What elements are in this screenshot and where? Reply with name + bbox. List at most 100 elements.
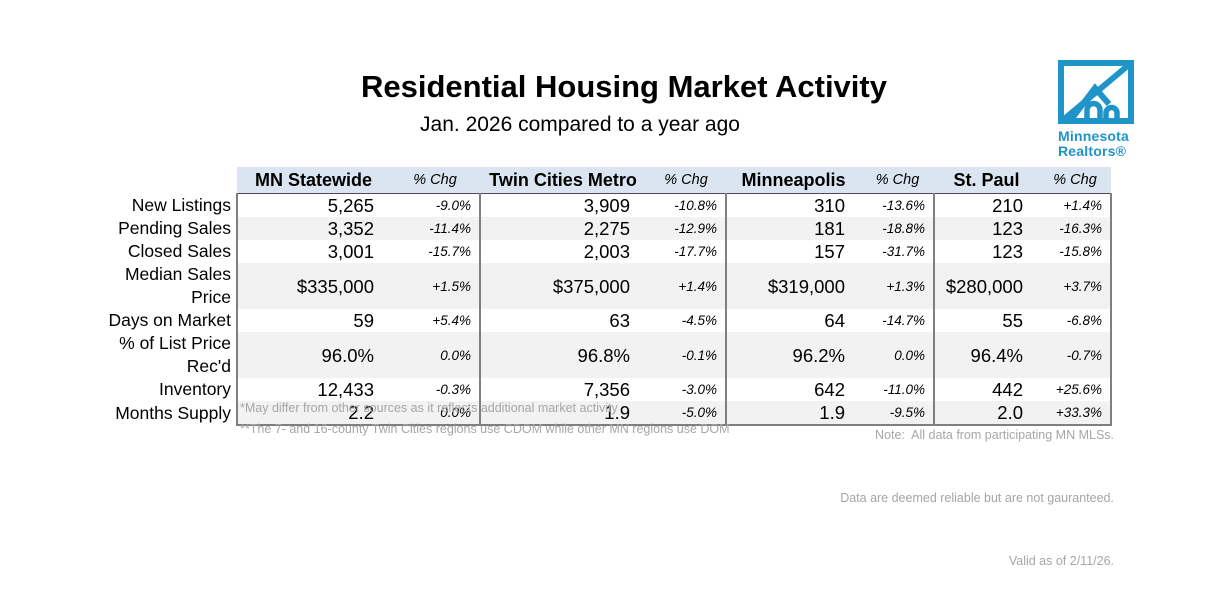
- cell-value: 5,265: [237, 193, 390, 217]
- pct-chg-header: % Chg: [1039, 167, 1111, 194]
- cell-pct-chg: -11.4%: [390, 217, 480, 240]
- row-label: Median Sales Price: [98, 263, 238, 309]
- note-line2: Data are deemed reliable but are not gau…: [840, 491, 1114, 505]
- header-row: MN Statewide % Chg Twin Cities Metro % C…: [98, 167, 1111, 194]
- cell-pct-chg: -13.6%: [861, 193, 934, 217]
- cell-pct-chg: +5.4%: [390, 309, 480, 332]
- cell-pct-chg: -15.7%: [390, 240, 480, 263]
- cell-pct-chg: +25.6%: [1039, 378, 1112, 401]
- cell-pct-chg: -14.7%: [861, 309, 934, 332]
- cell-value: 12,433: [237, 378, 390, 401]
- cell-pct-chg: -9.5%: [861, 401, 934, 426]
- house-logo-icon: [1058, 60, 1168, 124]
- cell-value: 96.8%: [479, 332, 646, 378]
- note-line3: Valid as of 2/11/26.: [1008, 554, 1114, 568]
- footnotes: *May differ from other sources as it ref…: [240, 398, 730, 440]
- cell-value: 3,001: [237, 240, 390, 263]
- note-line1: Note: All data from participating MN MLS…: [875, 428, 1114, 442]
- cell-value: $335,000: [237, 263, 390, 309]
- page-title: Residential Housing Market Activity: [361, 69, 887, 104]
- pct-chg-header: % Chg: [646, 167, 726, 194]
- cell-pct-chg: -18.8%: [861, 217, 934, 240]
- cell-pct-chg: -12.9%: [646, 217, 726, 240]
- cell-pct-chg: -10.8%: [646, 193, 726, 217]
- cell-pct-chg: -16.3%: [1039, 217, 1112, 240]
- row-label: Closed Sales: [98, 240, 238, 263]
- pct-chg-header: % Chg: [390, 167, 480, 194]
- cell-value: $375,000: [479, 263, 646, 309]
- page-subtitle: Jan. 2026 compared to a year ago: [420, 113, 740, 136]
- cell-value: 642: [725, 378, 861, 401]
- cell-pct-chg: -31.7%: [861, 240, 934, 263]
- column-header-st-paul: St. Paul: [934, 167, 1039, 194]
- cell-pct-chg: -5.0%: [646, 401, 726, 426]
- cell-value: $280,000: [933, 263, 1039, 309]
- cell-pct-chg: 0.0%: [390, 332, 480, 378]
- cell-pct-chg: 0.0%: [390, 401, 480, 426]
- data-notes: Note: All data from participating MN MLS…: [814, 383, 1114, 614]
- table-row: Months Supply 2.2 0.0% 1.9 -5.0% 1.9 -9.…: [98, 401, 1112, 426]
- cell-value: 1.9: [725, 401, 861, 426]
- cell-value: 55: [933, 309, 1039, 332]
- table-row: % of List Price Rec'd 96.0% 0.0% 96.8% -…: [98, 332, 1112, 378]
- cell-value: 96.0%: [237, 332, 390, 378]
- cell-pct-chg: -0.3%: [390, 378, 480, 401]
- cell-value: 63: [479, 309, 646, 332]
- table-row: Inventory 12,433 -0.3% 7,356 -3.0% 642 -…: [98, 378, 1112, 401]
- cell-pct-chg: -3.0%: [646, 378, 726, 401]
- row-label: Months Supply: [98, 401, 238, 425]
- report-page: Residential Housing Market Activity Jan.…: [98, 60, 1168, 568]
- cell-value: 96.4%: [933, 332, 1039, 378]
- cell-pct-chg: 0.0%: [861, 332, 934, 378]
- column-header-minneapolis: Minneapolis: [726, 167, 861, 194]
- cell-pct-chg: -6.8%: [1039, 309, 1112, 332]
- cell-pct-chg: +1.4%: [646, 263, 726, 309]
- table-row: Median Sales Price $335,000 +1.5% $375,0…: [98, 263, 1112, 309]
- cell-value: 1.9: [479, 401, 646, 426]
- table-row: Closed Sales 3,001 -15.7% 2,003 -17.7% 1…: [98, 240, 1112, 263]
- table-row: Days on Market 59 +5.4% 63 -4.5% 64 -14.…: [98, 309, 1112, 332]
- footnote-line1: *May differ from other sources as it ref…: [240, 401, 618, 415]
- table-row: New Listings 5,265 -9.0% 3,909 -10.8% 31…: [98, 193, 1112, 217]
- cell-pct-chg: -15.8%: [1039, 240, 1112, 263]
- cell-value: 210: [933, 193, 1039, 217]
- cell-pct-chg: +33.3%: [1039, 401, 1112, 426]
- cell-pct-chg: -11.0%: [861, 378, 934, 401]
- logo-text-line1: Minnesota: [1058, 128, 1130, 144]
- logo-text-line2: Realtors®: [1058, 143, 1127, 159]
- cell-value: 310: [725, 193, 861, 217]
- row-label: Inventory: [98, 378, 238, 401]
- column-header-twin-cities-metro: Twin Cities Metro: [480, 167, 646, 194]
- cell-pct-chg: +1.5%: [390, 263, 480, 309]
- cell-value: 2.2: [237, 401, 390, 426]
- pct-chg-header: % Chg: [861, 167, 934, 194]
- cell-pct-chg: -0.1%: [646, 332, 726, 378]
- cell-pct-chg: -4.5%: [646, 309, 726, 332]
- cell-value: 96.2%: [725, 332, 861, 378]
- column-header-mn-statewide: MN Statewide: [237, 167, 390, 194]
- cell-pct-chg: +1.3%: [861, 263, 934, 309]
- cell-pct-chg: +3.7%: [1039, 263, 1112, 309]
- cell-value: 59: [237, 309, 390, 332]
- cell-value: $319,000: [725, 263, 861, 309]
- cell-value: 3,909: [479, 193, 646, 217]
- footnote-line2: **The 7- and 16-county Twin Cities regio…: [240, 422, 730, 436]
- market-activity-table: MN Statewide % Chg Twin Cities Metro % C…: [98, 167, 1112, 426]
- cell-pct-chg: -9.0%: [390, 193, 480, 217]
- cell-value: 3,352: [237, 217, 390, 240]
- cell-value: 64: [725, 309, 861, 332]
- cell-value: 123: [933, 217, 1039, 240]
- cell-value: 2,275: [479, 217, 646, 240]
- table-row: Pending Sales 3,352 -11.4% 2,275 -12.9% …: [98, 217, 1112, 240]
- cell-value: 123: [933, 240, 1039, 263]
- row-label: % of List Price Rec'd: [98, 332, 238, 378]
- cell-value: 2.0: [933, 401, 1039, 426]
- cell-pct-chg: -0.7%: [1039, 332, 1112, 378]
- corner-cell: [98, 167, 237, 194]
- cell-value: 157: [725, 240, 861, 263]
- row-label: Pending Sales: [98, 217, 238, 240]
- cell-value: 181: [725, 217, 861, 240]
- cell-value: 442: [933, 378, 1039, 401]
- row-label: Days on Market: [98, 309, 238, 332]
- cell-pct-chg: -17.7%: [646, 240, 726, 263]
